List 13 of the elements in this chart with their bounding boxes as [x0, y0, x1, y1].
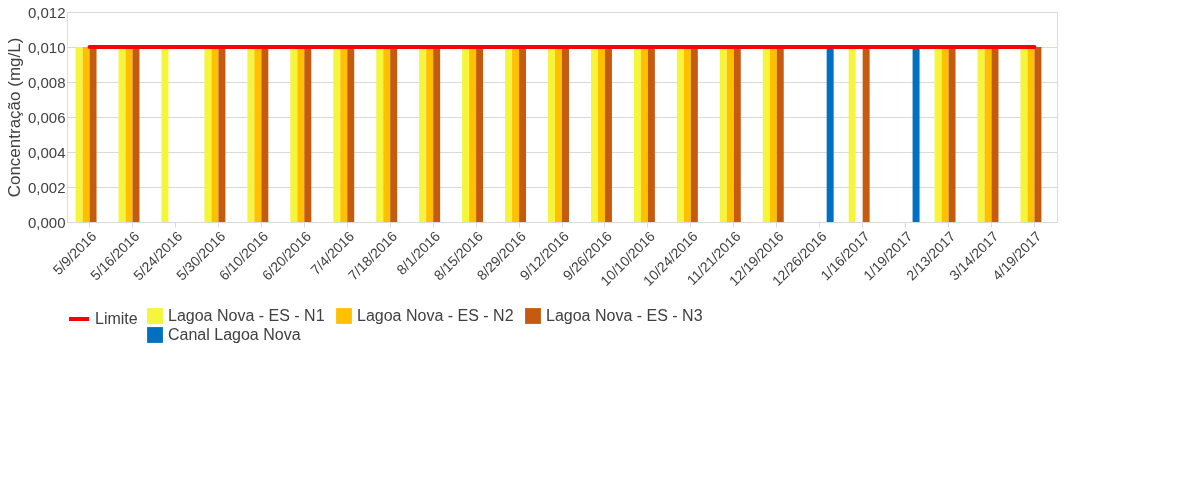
y-tick-label: 0,004 — [27, 143, 66, 161]
y-tick-label: 0,000 — [27, 213, 66, 231]
y-tick-label: 0,010 — [27, 38, 66, 56]
legend-label: Canal Lagoa Nova — [168, 326, 301, 343]
y-tick-label: 0,012 — [27, 3, 66, 21]
y-tick-label: 0,002 — [27, 178, 66, 196]
legend-label: Lagoa Nova - ES - N1 — [168, 307, 325, 324]
legend-label: Lagoa Nova - ES - N2 — [357, 307, 514, 324]
y-tick-label: 0,006 — [27, 108, 66, 126]
legend-label: Lagoa Nova - ES - N3 — [546, 307, 703, 324]
y-tick-label: 0,008 — [27, 73, 66, 91]
legend-label: Limite — [95, 310, 138, 327]
y-axis-title: Concentração (mg/L) — [4, 37, 24, 198]
